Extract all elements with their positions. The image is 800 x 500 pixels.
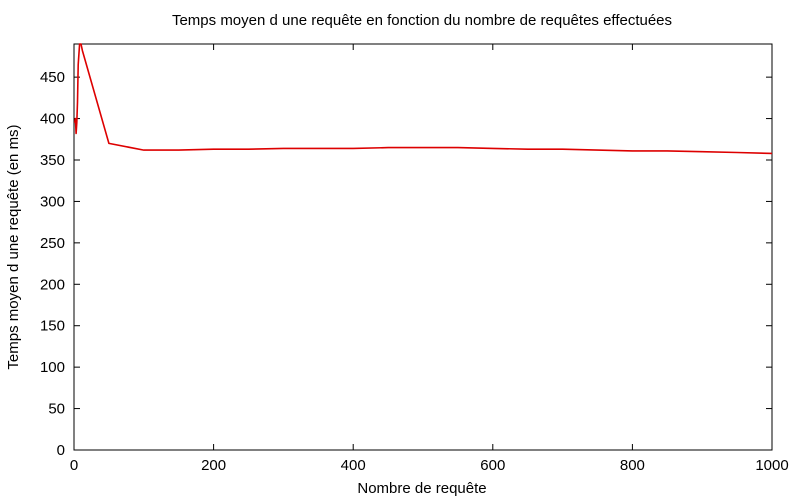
y-axis-ticks: 0 50 100 150 200 250 300 350 400 450 (40, 69, 772, 459)
x-axis-ticks: 0 200 400 600 800 1000 (70, 44, 789, 474)
x-tick-label: 0 (70, 457, 78, 474)
y-tick-label: 350 (40, 152, 65, 169)
chart-title: Temps moyen d une requête en fonction du… (172, 12, 672, 29)
x-tick-label: 800 (620, 457, 645, 474)
x-tick-label: 600 (480, 457, 505, 474)
plot-frame (73, 43, 773, 451)
y-axis-label: Temps moyen d une requête (en ms) (5, 124, 22, 369)
y-tick-label: 150 (40, 318, 65, 335)
y-tick-label: 450 (40, 69, 65, 86)
x-axis-label: Nombre de requête (357, 480, 486, 497)
y-tick-label: 250 (40, 235, 65, 252)
series-line (73, 43, 773, 155)
y-tick-label: 0 (57, 442, 65, 459)
x-tick-label: 1000 (755, 457, 788, 474)
y-tick-label: 300 (40, 193, 65, 210)
y-tick-label: 200 (40, 276, 65, 293)
x-tick-label: 400 (341, 457, 366, 474)
y-tick-label: 50 (48, 401, 65, 418)
x-tick-label: 200 (201, 457, 226, 474)
y-tick-label: 400 (40, 111, 65, 128)
y-tick-label: 100 (40, 359, 65, 376)
